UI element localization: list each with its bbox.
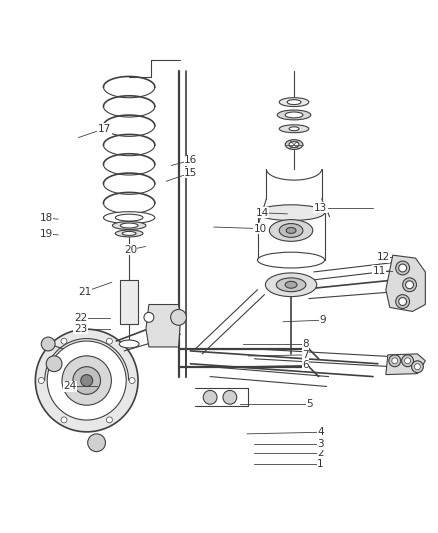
Text: 22: 22 [74, 313, 87, 323]
Circle shape [47, 341, 126, 420]
Circle shape [41, 337, 55, 351]
Ellipse shape [277, 110, 311, 120]
Circle shape [88, 434, 106, 451]
Polygon shape [386, 255, 425, 311]
Circle shape [402, 355, 413, 367]
Text: 13: 13 [314, 203, 327, 213]
Text: 2: 2 [317, 448, 324, 458]
Circle shape [61, 417, 67, 423]
Circle shape [396, 295, 410, 309]
Ellipse shape [265, 273, 317, 296]
Ellipse shape [258, 205, 325, 221]
Circle shape [399, 297, 406, 305]
Ellipse shape [115, 230, 143, 237]
Circle shape [61, 338, 67, 344]
Text: 24: 24 [63, 382, 77, 391]
Circle shape [392, 358, 398, 364]
Text: 3: 3 [317, 439, 324, 449]
Circle shape [412, 361, 424, 373]
Ellipse shape [120, 223, 138, 228]
Ellipse shape [289, 127, 299, 131]
Circle shape [399, 264, 406, 272]
Ellipse shape [287, 100, 301, 104]
Circle shape [129, 377, 135, 384]
Circle shape [405, 358, 410, 364]
Ellipse shape [113, 222, 146, 230]
Polygon shape [146, 304, 180, 347]
Ellipse shape [285, 281, 297, 288]
Text: 9: 9 [319, 315, 326, 325]
Ellipse shape [269, 220, 313, 241]
Circle shape [73, 367, 101, 394]
Text: 8: 8 [302, 340, 309, 350]
Text: 4: 4 [317, 427, 324, 437]
Ellipse shape [258, 252, 325, 268]
Ellipse shape [276, 278, 306, 292]
Polygon shape [386, 354, 425, 375]
Text: 21: 21 [78, 287, 92, 297]
Circle shape [106, 338, 113, 344]
Text: 14: 14 [256, 208, 269, 218]
Ellipse shape [279, 98, 309, 107]
Ellipse shape [122, 231, 136, 236]
Text: 15: 15 [184, 168, 198, 178]
Text: 20: 20 [124, 245, 137, 255]
Circle shape [144, 312, 154, 322]
Ellipse shape [286, 228, 296, 233]
Text: 11: 11 [372, 266, 385, 276]
Text: 19: 19 [39, 229, 53, 239]
Ellipse shape [119, 340, 139, 348]
Circle shape [81, 375, 92, 386]
Text: 1: 1 [317, 459, 324, 469]
Text: 17: 17 [98, 124, 111, 134]
Text: 23: 23 [74, 324, 87, 334]
Ellipse shape [115, 214, 143, 221]
Circle shape [406, 281, 413, 289]
Ellipse shape [279, 223, 303, 237]
Text: 12: 12 [377, 252, 390, 262]
Ellipse shape [103, 212, 155, 223]
Text: 10: 10 [254, 224, 267, 233]
Text: 18: 18 [39, 213, 53, 223]
Circle shape [171, 310, 187, 325]
Text: 16: 16 [184, 155, 198, 165]
Ellipse shape [279, 125, 309, 133]
Text: 6: 6 [302, 360, 309, 370]
Circle shape [38, 377, 44, 384]
Circle shape [46, 356, 62, 372]
Text: 5: 5 [307, 399, 313, 409]
Circle shape [223, 390, 237, 404]
Circle shape [389, 355, 401, 367]
Ellipse shape [285, 140, 303, 149]
Ellipse shape [289, 142, 299, 148]
Circle shape [403, 278, 417, 292]
Circle shape [414, 364, 420, 370]
Text: 7: 7 [302, 350, 309, 360]
Circle shape [35, 329, 138, 432]
Circle shape [203, 390, 217, 404]
Ellipse shape [285, 112, 303, 118]
Circle shape [106, 417, 113, 423]
Circle shape [396, 261, 410, 275]
Circle shape [62, 356, 111, 405]
Polygon shape [120, 280, 138, 324]
